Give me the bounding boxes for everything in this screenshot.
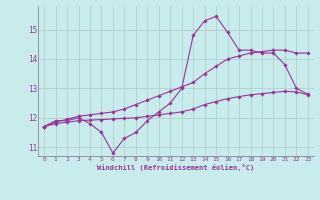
- X-axis label: Windchill (Refroidissement éolien,°C): Windchill (Refroidissement éolien,°C): [97, 164, 255, 171]
